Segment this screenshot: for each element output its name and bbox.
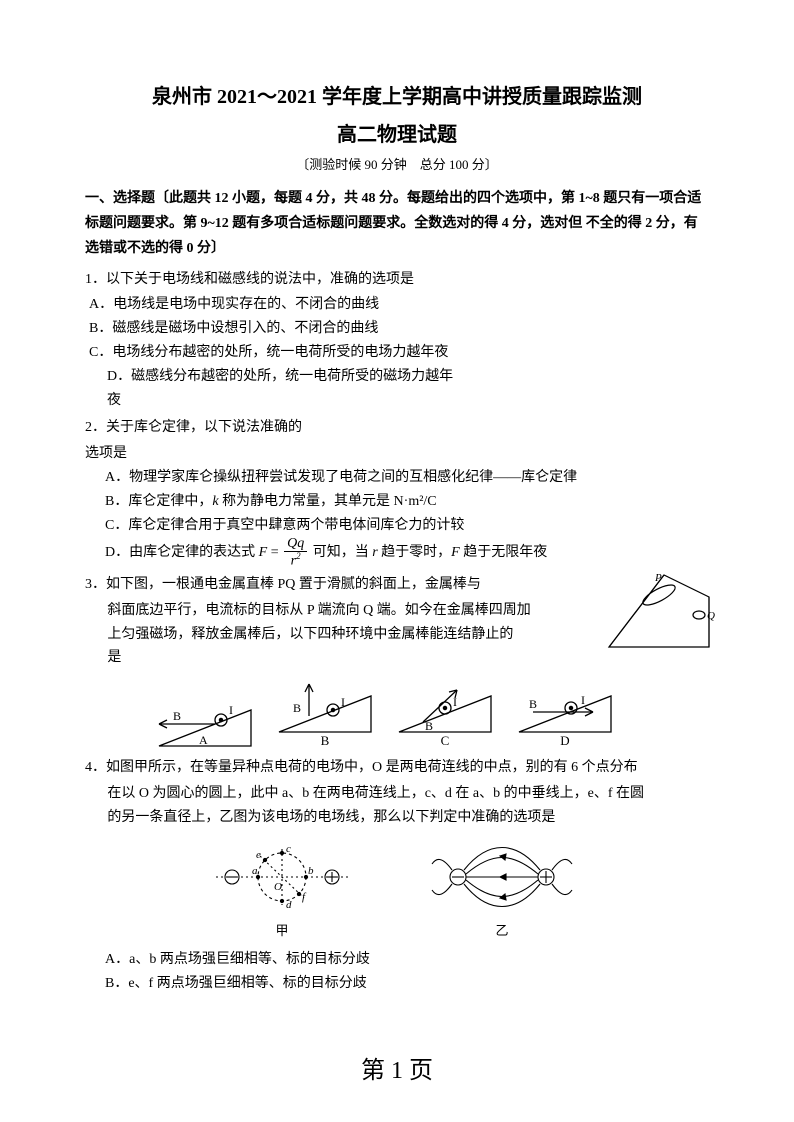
- q2-stem2: 选项是: [85, 442, 709, 466]
- svg-text:I: I: [453, 695, 457, 709]
- title-line1: 泉州市 2021～2021 学年度上学期高中讲授质量跟踪监测: [85, 80, 709, 114]
- q2-d-post2: 趋于零时，: [378, 545, 452, 560]
- q3-fig-d-label: D: [515, 730, 615, 752]
- svg-text:B: B: [173, 709, 181, 723]
- title-line2: 高二物理试题: [85, 118, 709, 152]
- q4-opt-a: A．a、b 两点场强巨细相等、标的目标分歧: [105, 948, 709, 972]
- q1-stem: 1．以下关于电场线和磁感线的说法中，准确的选项是: [85, 268, 709, 292]
- q2-d-F2: F: [451, 545, 460, 560]
- q2-options: A．物理学家库仑操纵扭秤尝试发现了电荷之间的互相感化纪律——库仑定律 B．库仑定…: [105, 466, 709, 569]
- incline-plane-icon: P Q: [599, 567, 719, 657]
- q2-d-post3: 趋于无限年夜: [460, 545, 548, 560]
- q2-d-pre: D．由库仑定律的表达式: [105, 545, 259, 560]
- svg-text:b: b: [308, 865, 314, 877]
- q3-fig-c: B I C: [395, 676, 495, 752]
- q2-d-frac: Qqr2: [284, 537, 307, 569]
- q1-options: A．电场线是电场中现实存在的、不闭合的曲线 B．磁感线是磁场中设想引入的、不闭合…: [89, 293, 709, 412]
- q2-opt-b: B．库仑定律中，k 称为静电力常量，其单元是 N·m²/C: [105, 490, 709, 514]
- q2-d-num: Qq: [284, 537, 307, 552]
- q4-diagrams: a b c d e f O 甲: [85, 834, 709, 942]
- q2-d-post: 可知，当: [309, 545, 372, 560]
- svg-text:f: f: [302, 891, 307, 903]
- svg-text:I: I: [229, 703, 233, 717]
- q4-options: A．a、b 两点场强巨细相等、标的目标分歧 B．e、f 两点场强巨细相等、标的目…: [105, 948, 709, 996]
- svg-text:e: e: [256, 849, 261, 861]
- q2-opt-d: D．由库仑定律的表达式 F = Qqr2 可知，当 r 趋于零时，F 趋于无限年…: [105, 537, 709, 569]
- svg-text:B: B: [529, 697, 537, 711]
- q1-opt-a: A．电场线是电场中现实存在的、不闭合的曲线: [89, 293, 709, 317]
- subtitle: 〔测验时候 90 分钟 总分 100 分〕: [85, 154, 709, 176]
- svg-text:c: c: [286, 843, 291, 855]
- q1-opt-b: B．磁感线是磁场中设想引入的、不闭合的曲线: [89, 317, 709, 341]
- q2-b-post: 称为静电力常量，其单元是 N·m²/C: [219, 494, 437, 509]
- q4-fig-yi: 乙: [422, 834, 582, 942]
- q3-fig-a: B I A: [155, 696, 255, 752]
- q2-opt-c: C．库仑定律合用于真空中肆意两个带电体间库仑力的计较: [105, 514, 709, 538]
- q2-d-F: F: [259, 545, 268, 560]
- q2-b-pre: B．库仑定律中，: [105, 494, 212, 509]
- q1-opt-d2: 夜: [107, 389, 709, 413]
- q3-fig-b-label: B: [275, 730, 375, 752]
- page-footer: 第 1 页: [0, 1051, 794, 1092]
- svg-text:B: B: [293, 701, 301, 715]
- q4-l2: 在以 O 为圆心的圆上，此中 a、b 在两电荷连线上，c、d 在 a、b 的中垂…: [85, 782, 709, 806]
- svg-text:Q: Q: [707, 610, 715, 622]
- q4-opt-b: B．e、f 两点场强巨细相等、标的目标分歧: [105, 972, 709, 996]
- q3-fig-c-label: C: [395, 730, 495, 752]
- q3-block: 3．如下图，一根通电金属直棒 PQ 置于滑腻的斜面上，金属棒与 斜面底边平行，电…: [85, 573, 709, 670]
- q3-fig-b: B I B: [275, 676, 375, 752]
- q1-opt-c: C．电场线分布越密的处所，统一电荷所受的电场力越年夜: [89, 341, 709, 365]
- q4-l3: 的另一条直径上，乙图为该电场的电场线，那么以下判定中准确的选项是: [85, 806, 709, 830]
- q3-options-row: B I A B I B B I: [155, 676, 709, 752]
- svg-text:A: A: [199, 733, 208, 747]
- q4-l1: 4．如图甲所示，在等量异种点电荷的电场中，O 是两电荷连线的中点，别的有 6 个…: [85, 756, 709, 780]
- q3-fig-d: B I D: [515, 682, 615, 752]
- q2-opt-a: A．物理学家库仑操纵扭秤尝试发现了电荷之间的互相感化纪律——库仑定律: [105, 466, 709, 490]
- q2-stem1: 2．关于库仑定律，以下说法准确的: [85, 416, 709, 440]
- svg-text:I: I: [341, 695, 345, 709]
- q2-d-den: r2: [284, 552, 307, 569]
- svg-text:P: P: [654, 572, 662, 584]
- section-heading: 一、选择题〔此题共 12 小题，每题 4 分，共 48 分。每题给出的四个选项中…: [85, 186, 709, 262]
- q4-cap1: 甲: [212, 920, 352, 942]
- q4-fig-jia: a b c d e f O 甲: [212, 834, 352, 942]
- svg-text:I: I: [581, 693, 585, 707]
- svg-text:B: B: [425, 719, 433, 733]
- q1-opt-d: D．磁感线分布越密的处所，统一电荷所受的磁场力越年: [107, 365, 709, 389]
- svg-text:d: d: [286, 899, 292, 911]
- svg-text:O: O: [274, 881, 282, 893]
- q2-d-eq: =: [267, 545, 282, 560]
- svg-text:a: a: [252, 865, 258, 877]
- q4-cap2: 乙: [422, 920, 582, 942]
